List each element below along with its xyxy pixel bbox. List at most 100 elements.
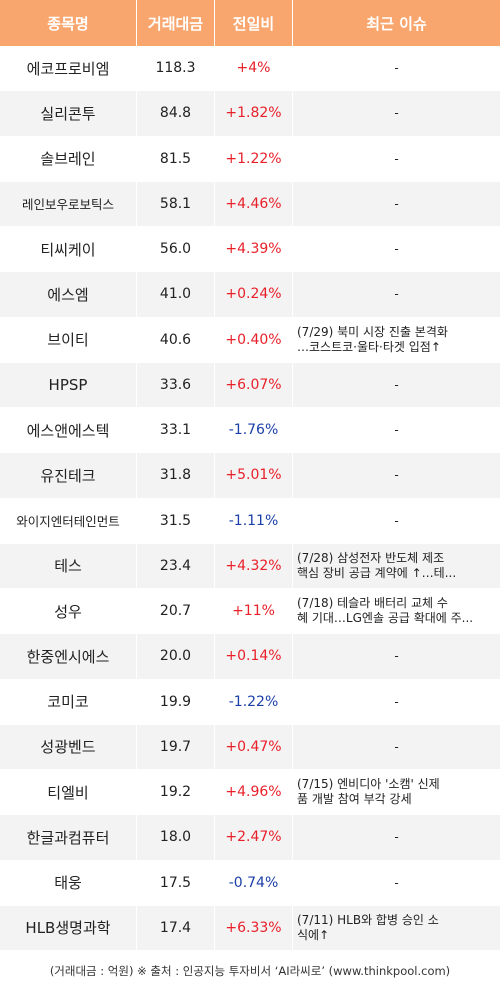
table-row: 티엘비 19.2 +4.96% (7/15) 엔비디아 '소캠' 신제 품 개발 참여… [0,770,500,816]
header-name: 종목명 [0,0,137,46]
header-change: 전일비 [215,0,293,46]
price-change: +4.96% [215,770,293,815]
recent-issue: - [293,46,500,91]
trading-volume: 31.8 [137,453,215,498]
price-change: +1.82% [215,91,293,136]
stock-name: 티씨케이 [0,227,137,272]
stock-name: 코미코 [0,679,137,724]
stock-name: 에스엠 [0,272,137,317]
stock-name: 한중엔시에스 [0,634,137,679]
table-row: 유진테크 31.8 +5.01% - [0,453,500,499]
stock-name: 에스앤에스텍 [0,408,137,453]
price-change: -1.76% [215,408,293,453]
recent-issue: - [293,634,500,679]
stock-name: 성광벤드 [0,724,137,769]
table-row: HPSP 33.6 +6.07% - [0,362,500,408]
table-row: 에스엠 41.0 +0.24% - [0,272,500,318]
recent-issue: - [293,815,500,860]
recent-issue: (7/11) HLB와 합병 승인 소 식에↑ [293,905,500,950]
table-row: 레인보우로보틱스 58.1 +4.46% - [0,181,500,227]
price-change: -0.74% [215,860,293,905]
trading-volume: 56.0 [137,227,215,272]
table-row: 브이티 40.6 +0.40% (7/29) 북미 시장 진출 본격화 …코스트코·울… [0,317,500,363]
recent-issue: - [293,724,500,769]
trading-volume: 20.7 [137,589,215,634]
trading-volume: 40.6 [137,317,215,362]
recent-issue: (7/18) 테슬라 배터리 교체 수 혜 기대…LG엔솔 공급 확대에 주..… [293,589,500,634]
price-change: -1.22% [215,679,293,724]
recent-issue: (7/28) 삼성전자 반도체 제조 핵심 장비 공급 계약에 ↑…테... [293,543,500,588]
trading-volume: 17.4 [137,905,215,950]
trading-volume: 33.6 [137,362,215,407]
stock-name: 성우 [0,589,137,634]
recent-issue: - [293,272,500,317]
trading-volume: 20.0 [137,634,215,679]
stock-name: 태웅 [0,860,137,905]
recent-issue: - [293,453,500,498]
recent-issue: - [293,860,500,905]
recent-issue: (7/15) 엔비디아 '소캠' 신제 품 개발 참여 부각 강세 [293,770,500,815]
price-change: +4.46% [215,181,293,226]
recent-issue: - [293,362,500,407]
stock-name: 브이티 [0,317,137,362]
table-row: 태웅 17.5 -0.74% - [0,860,500,906]
source-footer: (거래대금 : 억원) ※ 출처 : 인공지능 투자비서 ‘AI라씨로’ (ww… [49,964,451,978]
table-row: HLB생명과학 17.4 +6.33% (7/11) HLB와 합병 승인 소 식에↑ [0,905,500,951]
price-change: -1.11% [215,498,293,543]
stock-name: 레인보우로보틱스 [0,181,137,226]
trading-volume: 81.5 [137,136,215,181]
stock-name: HLB생명과학 [0,905,137,950]
price-change: +6.07% [215,362,293,407]
recent-issue: - [293,181,500,226]
stock-name: 에코프로비엠 [0,46,137,91]
price-change: +6.33% [215,905,293,950]
stock-name: 한글과컴퓨터 [0,815,137,860]
trading-volume: 41.0 [137,272,215,317]
stock-name: 유진테크 [0,453,137,498]
recent-issue: - [293,227,500,272]
stock-name: 솔브레인 [0,136,137,181]
stock-name: 실리콘투 [0,91,137,136]
price-change: +1.22% [215,136,293,181]
recent-issue: (7/29) 북미 시장 진출 본격화 …코스트코·울타·타겟 입점↑ [293,317,500,362]
table-row: 코미코 19.9 -1.22% - [0,679,500,725]
table-header: 종목명 거래대금 전일비 최근 이슈 [0,0,500,46]
trading-volume: 33.1 [137,408,215,453]
stock-name: 테스 [0,543,137,588]
trading-volume: 31.5 [137,498,215,543]
recent-issue: - [293,91,500,136]
stock-name: 와이지엔터테인먼트 [0,498,137,543]
table-row: 실리콘투 84.8 +1.82% - [0,91,500,137]
price-change: +0.40% [215,317,293,362]
trading-volume: 18.0 [137,815,215,860]
table-row: 테스 23.4 +4.32% (7/28) 삼성전자 반도체 제조 핵심 장비 공급 … [0,543,500,589]
price-change: +2.47% [215,815,293,860]
recent-issue: - [293,136,500,181]
stock-name: HPSP [0,362,137,407]
table-body: 에코프로비엠 118.3 +4% - 실리콘투 84.8 +1.82% - 솔브레인 81.5 +1… [0,46,500,951]
trading-volume: 19.2 [137,770,215,815]
table-row: 에스앤에스텍 33.1 -1.76% - [0,408,500,454]
table-row: 한글과컴퓨터 18.0 +2.47% - [0,815,500,861]
price-change: +0.14% [215,634,293,679]
trading-volume: 84.8 [137,91,215,136]
price-change: +4.39% [215,227,293,272]
table-row: 솔브레인 81.5 +1.22% - [0,136,500,182]
price-change: +11% [215,589,293,634]
trading-volume: 17.5 [137,860,215,905]
recent-issue: - [293,679,500,724]
trading-volume: 23.4 [137,543,215,588]
trading-volume: 118.3 [137,46,215,91]
recent-issue: - [293,408,500,453]
trading-volume: 19.7 [137,724,215,769]
table-row: 와이지엔터테인먼트 31.5 -1.11% - [0,498,500,544]
price-change: +0.47% [215,724,293,769]
stock-table: 종목명 거래대금 전일비 최근 이슈 에코프로비엠 118.3 +4% - 실리콘투 84… [0,0,500,951]
price-change: +4.32% [215,543,293,588]
table-row: 티씨케이 56.0 +4.39% - [0,227,500,273]
trading-volume: 19.9 [137,679,215,724]
recent-issue: - [293,498,500,543]
trading-volume: 58.1 [137,181,215,226]
table-row: 에코프로비엠 118.3 +4% - [0,46,500,92]
table-row: 성광벤드 19.7 +0.47% - [0,724,500,770]
